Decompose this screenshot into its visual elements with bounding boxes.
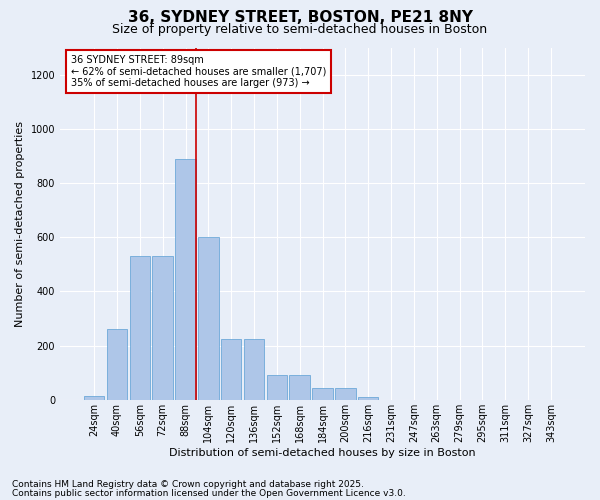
Bar xyxy=(266,376,287,400)
Text: Contains HM Land Registry data © Crown copyright and database right 2025.: Contains HM Land Registry data © Crown c… xyxy=(12,480,364,489)
Bar xyxy=(335,388,356,400)
Bar xyxy=(221,339,241,400)
Text: Size of property relative to semi-detached houses in Boston: Size of property relative to semi-detach… xyxy=(112,22,488,36)
Bar xyxy=(289,376,310,400)
Text: 36, SYDNEY STREET, BOSTON, PE21 8NY: 36, SYDNEY STREET, BOSTON, PE21 8NY xyxy=(128,10,473,25)
Bar xyxy=(312,388,333,400)
Text: Contains public sector information licensed under the Open Government Licence v3: Contains public sector information licen… xyxy=(12,488,406,498)
Bar xyxy=(175,158,196,400)
Bar xyxy=(130,256,150,400)
Bar xyxy=(198,237,218,400)
Bar xyxy=(152,256,173,400)
Bar xyxy=(84,396,104,400)
Text: 36 SYDNEY STREET: 89sqm
← 62% of semi-detached houses are smaller (1,707)
35% of: 36 SYDNEY STREET: 89sqm ← 62% of semi-de… xyxy=(71,54,326,88)
X-axis label: Distribution of semi-detached houses by size in Boston: Distribution of semi-detached houses by … xyxy=(169,448,476,458)
Bar xyxy=(107,330,127,400)
Bar xyxy=(358,397,379,400)
Bar xyxy=(244,339,264,400)
Y-axis label: Number of semi-detached properties: Number of semi-detached properties xyxy=(15,120,25,326)
